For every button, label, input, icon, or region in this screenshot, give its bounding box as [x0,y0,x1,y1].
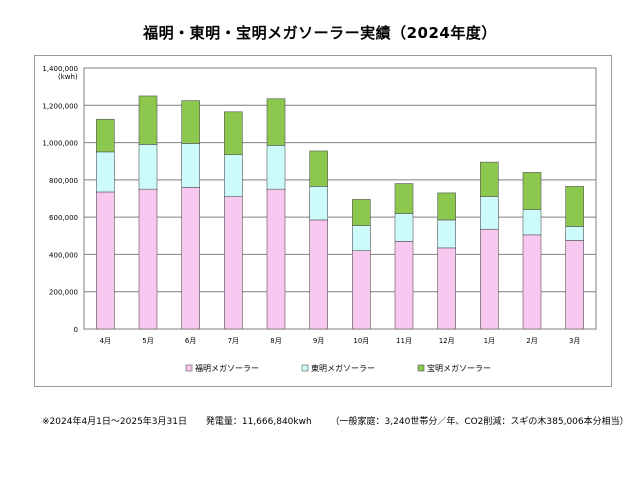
bar-segment-2 [224,154,243,197]
legend-label: 福明メガソーラー [195,363,259,373]
bar-segment-3 [309,150,328,187]
x-tick-label: 2月 [526,337,537,345]
x-tick-label: 10月 [353,337,369,345]
bar-segment-2 [565,226,584,241]
chart-frame [34,55,612,387]
x-tick-label: 11月 [396,337,412,345]
x-tick-label: 6月 [185,337,196,345]
bar-segment-1 [138,188,158,330]
y-tick-label: 400,000 [49,251,78,259]
x-tick-label: 3月 [569,337,580,345]
period-note: ※2024年4月1日～2025年3月31日 [42,417,187,427]
x-tick-label: 7月 [228,337,239,345]
legend-swatch [185,364,193,372]
bar-segment-2 [266,145,286,190]
y-axis-label: (kwh) [58,73,78,81]
y-tick-label: 0 [74,326,78,334]
bar-segment-1 [266,188,286,330]
bar-segment-1 [565,240,584,330]
bar-segment-1 [522,234,542,330]
bar-segment-3 [224,111,243,155]
bar-segment-1 [96,191,115,330]
bar-segment-3 [565,186,584,227]
bar-segment-3 [394,183,414,214]
legend-label: 宝明メガソーラー [427,363,491,373]
bar-segment-1 [309,219,328,330]
x-tick-label: 1月 [484,337,495,345]
bar-segment-3 [480,161,499,197]
bar-segment-1 [352,250,371,330]
x-tick-label: 5月 [142,337,153,345]
bar-segment-2 [437,219,456,249]
x-tick-label: 12月 [439,337,455,345]
y-tick-label: 800,000 [49,177,78,185]
bar-segment-2 [394,213,414,242]
chart-title: 福明・東明・宝明メガソーラー実績（2024年度） [143,24,497,42]
y-tick-label: 1,000,000 [42,140,78,148]
bar-segment-2 [522,209,542,236]
legend-label: 東明メガソーラー [311,363,375,373]
bar-segment-3 [522,172,542,210]
bar-segment-2 [96,151,115,193]
bar-segment-3 [266,98,286,146]
y-tick-label: 600,000 [49,214,78,222]
bar-segment-2 [309,186,328,221]
y-tick-label: 1,200,000 [42,102,78,110]
y-tick-label: 200,000 [49,289,78,297]
bar-segment-1 [181,187,200,330]
bar-segment-3 [352,199,371,226]
household-equivalent: （一般家庭：3,240世帯分／年、CO2削減：スギの木385,006本分相当） [330,417,629,427]
legend-swatch [301,364,309,372]
footer-note: ※2024年4月1日～2025年3月31日 発電量：11,666,840kwh … [42,414,632,427]
bar-segment-2 [181,143,200,188]
stacked-bar-chart: 0 200,000 400,000 600,000 800,000 1,000,000 1,… [42,65,597,373]
plot-area [83,67,597,330]
legend-swatch [417,364,425,372]
x-tick-label: 8月 [270,337,281,345]
bar-segment-3 [437,192,456,221]
bar-segment-3 [181,100,200,144]
bar-segment-2 [480,196,499,230]
y-tick-label: 1,400,000 [42,65,78,73]
bar-segment-1 [480,228,499,330]
generation-total: 発電量：11,666,840kwh [205,417,312,427]
x-tick-label: 9月 [313,337,324,345]
bar-segment-1 [394,241,414,330]
bar-segment-3 [96,118,115,153]
bar-segment-1 [224,196,243,330]
bar-segment-3 [138,95,158,145]
bar-segment-1 [437,247,456,330]
bar-segment-2 [138,144,158,190]
x-tick-label: 4月 [100,337,111,345]
bar-segment-2 [352,225,371,252]
